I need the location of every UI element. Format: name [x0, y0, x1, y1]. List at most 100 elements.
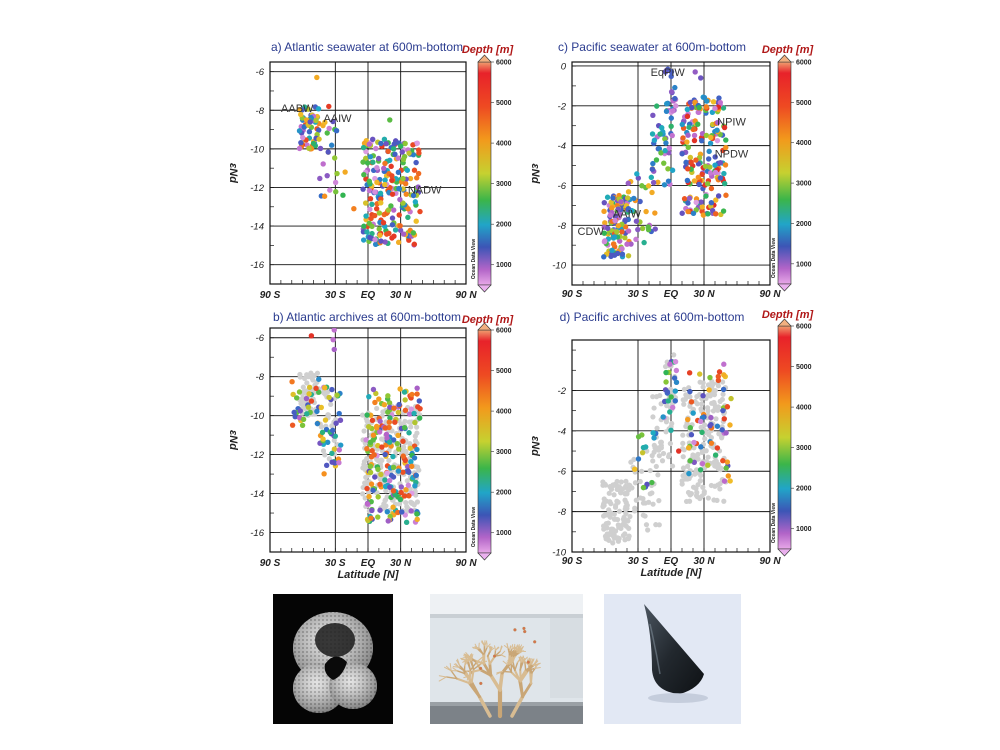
data-point [668, 73, 674, 80]
data-point [400, 438, 406, 444]
y-tick-label: -10 [552, 548, 566, 559]
data-point [395, 409, 402, 416]
data-point [363, 155, 369, 162]
reference-point [632, 480, 639, 486]
data-point [410, 142, 416, 148]
data-point [668, 394, 674, 400]
data-points [289, 328, 423, 526]
data-point [713, 211, 719, 217]
data-point [330, 118, 336, 125]
data-point [699, 429, 705, 436]
data-point [703, 104, 709, 110]
data-point [688, 432, 695, 438]
data-point [639, 225, 646, 232]
data-point [721, 124, 728, 131]
reference-point [601, 502, 607, 509]
reference-point [698, 472, 704, 478]
data-point [633, 236, 639, 243]
data-point [306, 391, 312, 397]
data-point [665, 178, 672, 184]
data-point [395, 468, 402, 474]
data-point [360, 159, 366, 165]
x-tick-label: 30 S [628, 556, 649, 567]
data-point [716, 369, 723, 375]
data-point [296, 389, 303, 395]
data-point [625, 205, 632, 212]
data-point [610, 241, 617, 247]
data-point [411, 167, 418, 173]
data-point [717, 159, 724, 166]
data-point [382, 477, 388, 483]
data-point [389, 173, 395, 179]
reference-point [602, 512, 608, 518]
data-point [378, 200, 384, 206]
data-point [720, 105, 727, 111]
reference-point [318, 424, 324, 430]
reference-point [658, 439, 664, 445]
data-point [381, 402, 388, 408]
data-point [394, 440, 400, 447]
data-point [368, 481, 375, 487]
data-point [659, 125, 665, 131]
reference-point [705, 454, 711, 460]
data-point [369, 223, 375, 230]
colorbar-tick-label: 6000 [496, 60, 512, 67]
data-point [412, 199, 419, 205]
data-point [707, 374, 713, 381]
data-point [367, 469, 374, 476]
x-tick-label: EQ [361, 558, 376, 569]
data-points [296, 74, 423, 248]
data-point [379, 444, 385, 450]
data-point [351, 206, 357, 212]
data-point [314, 408, 320, 415]
data-point [317, 145, 324, 152]
y-tick-label: -16 [250, 528, 264, 539]
reference-point [681, 447, 687, 453]
reference-point [632, 508, 638, 514]
reference-point [683, 392, 689, 398]
data-point [672, 398, 678, 404]
reference-point [718, 465, 724, 471]
water-mass-label: CDW [578, 226, 605, 238]
data-point [369, 230, 375, 237]
y-tick-label: -6 [256, 67, 265, 78]
colorbar-title: Depth [m] [762, 309, 814, 321]
reference-point [361, 428, 367, 434]
data-point [289, 422, 296, 428]
reference-point [694, 401, 700, 407]
data-point [372, 241, 379, 247]
data-point [373, 206, 380, 212]
data-point [657, 131, 663, 137]
data-point [654, 103, 660, 109]
data-point [719, 427, 725, 433]
data-point [408, 459, 414, 465]
reference-point [601, 496, 607, 502]
reference-point [404, 478, 410, 484]
reference-point [656, 445, 662, 451]
data-point [395, 169, 402, 176]
data-point [378, 471, 384, 478]
colorbar-title: Depth [m] [762, 44, 814, 56]
reference-point [662, 363, 669, 370]
data-point [684, 106, 691, 113]
reference-point [414, 424, 420, 430]
reference-point [656, 498, 662, 504]
data-point [715, 377, 722, 384]
data-point [609, 247, 615, 253]
data-point [325, 439, 331, 445]
data-point [387, 415, 393, 421]
data-point [688, 159, 694, 165]
reference-point [699, 493, 705, 499]
data-point [637, 198, 643, 205]
x-tick-label: 90 S [260, 290, 281, 301]
reference-point [687, 394, 693, 400]
reference-point [402, 418, 408, 424]
data-point [409, 391, 415, 398]
reference-point [407, 441, 413, 447]
reference-point [687, 491, 693, 497]
data-point [712, 452, 719, 458]
water-mass-label: NPDW [715, 149, 749, 161]
data-point [396, 401, 402, 408]
data-point [650, 160, 656, 167]
data-point [720, 458, 726, 464]
